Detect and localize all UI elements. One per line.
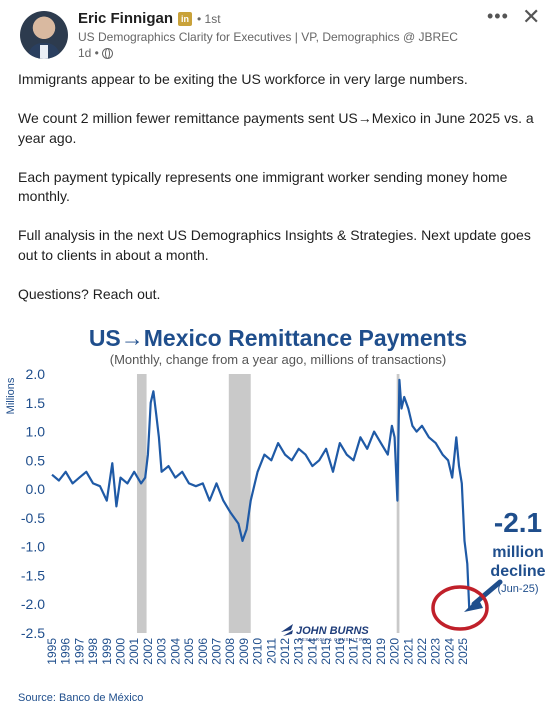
recession-band <box>396 374 400 633</box>
callout-value: -2.1 <box>494 507 542 538</box>
highlight-circle <box>431 585 489 631</box>
callout-arrowhead <box>464 598 483 612</box>
x-tick-label: 1995 <box>45 638 59 665</box>
john-burns-logo: JOHN BURNS RESEARCH & CONSULTING <box>281 624 369 642</box>
x-tick-label: 2006 <box>196 638 210 665</box>
x-tick-label: 2012 <box>278 638 292 665</box>
y-tick-label: 1.0 <box>26 424 46 440</box>
x-tick-label: 2004 <box>168 638 182 665</box>
y-tick-label: 2.0 <box>26 366 46 382</box>
recession-band <box>136 374 147 633</box>
x-tick-label: 2022 <box>415 638 429 665</box>
y-tick-label: -2.0 <box>21 596 45 612</box>
logo-mark <box>281 624 293 636</box>
logo-sub: RESEARCH & CONSULTING <box>298 637 368 642</box>
post-image-chart[interactable]: US→Mexico Remittance Payments (Monthly, … <box>0 318 555 721</box>
connection-degree: • 1st <box>197 11 221 26</box>
post-paragraph: Full analysis in the next US Demographic… <box>18 227 531 263</box>
y-tick-label: 1.5 <box>26 395 46 411</box>
x-tick-label: 1998 <box>86 638 100 665</box>
callout-line1: million <box>492 544 544 561</box>
globe-icon <box>101 47 113 59</box>
x-tick-label: 2011 <box>264 638 278 664</box>
more-icon[interactable]: ••• <box>487 6 509 26</box>
y-tick-label: -2.5 <box>21 625 45 641</box>
x-tick-label: 1996 <box>59 638 73 665</box>
x-tick-label: 2015 <box>319 638 333 665</box>
post-paragraph: We count 2 million fewer remittance paym… <box>18 110 534 146</box>
x-tick-label: 2009 <box>237 638 251 665</box>
x-tick-label: 2002 <box>141 638 155 665</box>
x-tick-label: 2019 <box>374 638 388 665</box>
x-tick-label: 2016 <box>333 638 347 665</box>
callout-line2: decline <box>490 563 545 580</box>
series-line <box>51 378 471 611</box>
x-tick-label: 2003 <box>155 638 169 665</box>
x-tick-label: 2017 <box>347 638 361 665</box>
y-axis-label: Millions <box>5 377 17 414</box>
x-tick-label: 1997 <box>72 638 86 665</box>
x-tick-label: 2018 <box>360 638 374 665</box>
author-headline: US Demographics Clarity for Executives |… <box>78 30 458 44</box>
callout-date: (Jun-25) <box>498 583 539 595</box>
recession-band <box>228 374 251 633</box>
y-tick-label: -1.5 <box>21 567 45 583</box>
x-tick-label: 2005 <box>182 638 196 665</box>
post-paragraph: Questions? Reach out. <box>18 285 161 302</box>
x-tick-label: 2021 <box>401 638 415 665</box>
x-tick-label: 2025 <box>456 638 470 665</box>
author-line: Eric Finnigan in • 1st <box>78 10 221 27</box>
post-time: 1d • <box>78 46 99 60</box>
y-tick-label: 0.5 <box>26 452 46 468</box>
x-tick-label: 2020 <box>388 638 402 665</box>
post-meta: 1d • <box>78 46 113 60</box>
chart-title: US→Mexico Remittance Payments <box>89 325 467 351</box>
x-tick-label: 2007 <box>209 638 223 665</box>
x-tick-label: 2023 <box>429 638 443 665</box>
author-name[interactable]: Eric Finnigan <box>78 10 174 27</box>
x-tick-label: 2000 <box>114 638 128 665</box>
post-paragraph: Immigrants appear to be exiting the US w… <box>18 71 468 87</box>
avatar-collar <box>40 45 48 59</box>
x-tick-label: 2010 <box>251 638 265 665</box>
logo-name: JOHN BURNS <box>296 625 369 637</box>
x-tick-label: 2008 <box>223 638 237 665</box>
y-tick-label: 0.0 <box>26 481 46 497</box>
post-header: Eric Finnigan in • 1st US Demographics C… <box>0 0 555 64</box>
close-icon[interactable]: ✕ <box>522 4 541 29</box>
post-text: Immigrants appear to be exiting the US w… <box>18 70 538 324</box>
remittance-chart: US→Mexico Remittance Payments (Monthly, … <box>5 325 546 704</box>
linkedin-badge-icon: in <box>178 11 193 26</box>
x-tick-label: 2014 <box>305 638 319 665</box>
source-note: Source: Banco de México <box>18 692 143 704</box>
post-paragraph: Each payment typically represents one im… <box>18 168 508 205</box>
x-tick-label: 2001 <box>127 638 141 665</box>
x-tick-label: 2013 <box>292 638 306 665</box>
x-tick-label: 2024 <box>442 638 456 665</box>
y-tick-label: -0.5 <box>21 510 45 526</box>
chart-subtitle: (Monthly, change from a year ago, millio… <box>110 352 446 367</box>
y-tick-label: -1.0 <box>21 539 45 555</box>
avatar[interactable] <box>20 11 68 59</box>
x-tick-label: 1999 <box>100 638 114 665</box>
